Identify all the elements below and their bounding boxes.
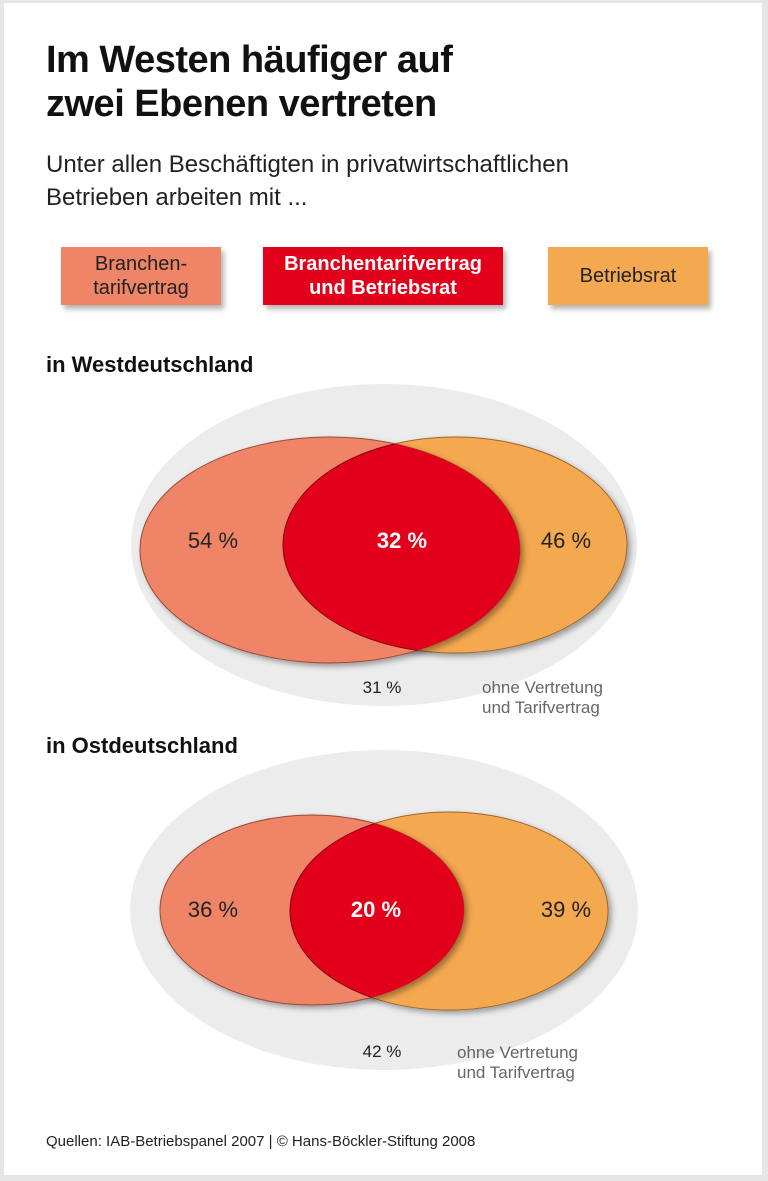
legend-both: Branchentarifvertrag und Betriebsrat xyxy=(263,247,503,305)
legend-branchentarifvertrag: Branchen-tarifvertrag xyxy=(61,247,221,305)
caption-outside: und Tarifvertrag xyxy=(482,698,600,717)
legend-label: Betriebsrat xyxy=(579,265,677,287)
legend-label: Branchen- xyxy=(94,253,188,275)
label-betriebsrat: 46 % xyxy=(541,528,591,553)
section-title-east: in Ostdeutschland xyxy=(46,733,238,758)
title-line: Im Westen häufiger auf xyxy=(46,39,453,81)
legend-label: tarifvertrag xyxy=(93,277,189,299)
label-branchentarifvertrag: 36 % xyxy=(188,897,238,922)
label-betriebsrat: 39 % xyxy=(541,897,591,922)
label-outside: 31 % xyxy=(363,678,402,697)
title-line: zwei Ebenen vertreten xyxy=(46,83,437,125)
set-intersection xyxy=(289,815,464,1005)
subtitle-line: Unter allen Beschäftigten in privatwirts… xyxy=(46,151,569,178)
caption-outside: ohne Vertretung xyxy=(457,1043,578,1062)
subtitle: Unter allen Beschäftigten in privatwirts… xyxy=(46,148,569,214)
label-branchentarifvertrag: 54 % xyxy=(188,528,238,553)
legend-betriebsrat: Betriebsrat xyxy=(548,247,708,305)
label-outside: 42 % xyxy=(363,1042,402,1061)
legend-label: und Betriebsrat xyxy=(309,277,457,299)
source-footer: Quellen: IAB-Betriebspanel 2007 | © Hans… xyxy=(46,1133,476,1150)
section-title-west: in Westdeutschland xyxy=(46,352,254,377)
label-intersection: 32 % xyxy=(377,528,427,553)
label-intersection: 20 % xyxy=(351,897,401,922)
caption-outside: und Tarifvertrag xyxy=(457,1063,575,1082)
legend-label: Branchentarifvertrag xyxy=(284,253,482,275)
subtitle-line: Betrieben arbeiten mit ... xyxy=(46,184,308,211)
caption-outside: ohne Vertretung xyxy=(482,678,603,697)
page-title: Im Westen häufiger auf zwei Ebenen vertr… xyxy=(46,38,453,126)
